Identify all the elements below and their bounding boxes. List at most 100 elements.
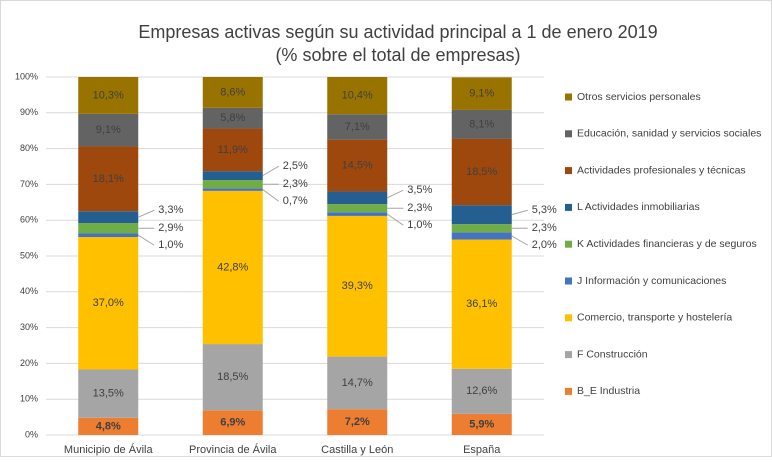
leader-line [262, 165, 280, 177]
y-tick-label: 90% [20, 107, 38, 117]
bar-segment [451, 368, 512, 414]
bar-segment [202, 410, 263, 435]
y-tick-label: 30% [20, 322, 38, 332]
data-label: 5,8% [220, 112, 245, 124]
bar-segment [451, 138, 512, 206]
data-label: 9,1% [469, 88, 494, 100]
data-label: 36,1% [466, 298, 497, 310]
data-label: 14,5% [342, 160, 373, 172]
data-label: 8,1% [469, 118, 494, 130]
legend-swatch [565, 351, 572, 359]
bar-segment [451, 109, 512, 139]
legend-label: Actividades profesionales y técnicas [577, 164, 746, 176]
legend-label: K Actividades financieras y de seguros [577, 238, 757, 250]
data-label: 4,8% [96, 420, 121, 432]
data-label: 18,5% [466, 166, 497, 178]
chart-subtitle: (% sobre el total de empresas) [275, 45, 520, 65]
data-label: 2,0% [532, 239, 557, 251]
bar-segment [78, 237, 139, 370]
y-tick-label: 40% [20, 286, 38, 296]
bar-segment [451, 232, 512, 240]
bar-segment [451, 205, 512, 225]
data-label: 3,5% [407, 184, 432, 196]
legend-label: Comercio, transporte y hostelería [577, 312, 732, 324]
legend-label: Educación, sanidad y servicios sociales [577, 128, 761, 140]
bar-segment [78, 211, 139, 224]
bar-segment [78, 233, 139, 238]
data-label: 1,0% [158, 239, 183, 251]
x-tick-label: Castilla y León [321, 444, 393, 456]
data-label: 6,9% [220, 417, 245, 429]
y-tick-label: 80% [20, 143, 38, 153]
legend-label: Otros servicios personales [577, 91, 701, 103]
data-label: 0,7% [283, 195, 308, 207]
leader-line [262, 189, 280, 202]
legend-swatch [565, 93, 572, 101]
y-tick-label: 50% [20, 250, 38, 260]
bar-segment [78, 223, 139, 234]
y-tick-label: 20% [20, 358, 38, 368]
chart-title: Empresas activas según su actividad prin… [138, 22, 657, 42]
bar-segment [78, 146, 139, 212]
data-label: 39,3% [342, 280, 373, 292]
x-tick-label: Municipio de Ávila [64, 443, 154, 456]
data-label: 42,8% [217, 261, 248, 273]
data-label: 1,0% [407, 219, 432, 231]
bar-segment [327, 204, 388, 213]
data-label: 2,3% [532, 222, 557, 234]
bar-segment [451, 224, 512, 233]
legend-label: B_E Industria [577, 385, 640, 397]
bar-segment [202, 344, 263, 411]
bar-segment [202, 107, 263, 129]
legend-label: J Información y comunicaciones [577, 275, 726, 287]
bar-segment [451, 77, 512, 110]
legend-swatch [565, 314, 572, 322]
bar-segment [78, 77, 139, 114]
bar-segment [202, 190, 263, 345]
data-label: 2,3% [407, 202, 432, 214]
data-label: 12,6% [466, 385, 497, 397]
y-tick-label: 0% [25, 429, 38, 439]
legend-label: L Actividades inmobiliarias [577, 201, 700, 213]
bar-segment [202, 188, 263, 191]
legend-swatch [565, 240, 572, 248]
data-label: 18,5% [217, 371, 248, 383]
legend-swatch [565, 387, 572, 395]
leader-line [511, 209, 528, 216]
y-tick-label: 10% [20, 394, 38, 404]
data-label: 7,1% [345, 121, 370, 133]
bar-segment [202, 180, 263, 189]
data-label: 8,6% [220, 86, 245, 98]
legend-label: F Construcción [577, 348, 648, 360]
leader-line [386, 213, 404, 226]
x-tick-label: Provincia de Ávila [189, 443, 277, 456]
bar-segment [327, 139, 388, 192]
bar-segment [202, 128, 263, 172]
bar-segment [327, 191, 388, 205]
y-tick-label: 100% [15, 71, 38, 81]
bar-segment [78, 113, 139, 147]
bar-segment [327, 356, 388, 410]
legend-swatch [565, 167, 572, 175]
bar-segment [451, 239, 512, 369]
data-label: 3,3% [158, 204, 183, 216]
data-label: 7,2% [345, 416, 370, 428]
leader-line [137, 234, 155, 246]
data-label: 13,5% [93, 388, 124, 400]
data-label: 18,1% [93, 173, 124, 185]
data-label: 5,9% [469, 418, 494, 430]
legend-swatch [565, 130, 572, 138]
data-label: 9,1% [96, 124, 121, 136]
bar-segment [327, 114, 388, 140]
leader-line [138, 209, 155, 218]
y-tick-label: 60% [20, 215, 38, 225]
data-label: 10,4% [342, 90, 373, 102]
bar-segment [78, 369, 139, 418]
data-label: 5,3% [532, 204, 557, 216]
bar-segment [202, 171, 263, 181]
bar-segment [327, 215, 388, 357]
bar-segment [327, 77, 388, 115]
data-label: 2,5% [283, 160, 308, 172]
bar-segment [78, 417, 139, 435]
data-label: 2,9% [158, 222, 183, 234]
